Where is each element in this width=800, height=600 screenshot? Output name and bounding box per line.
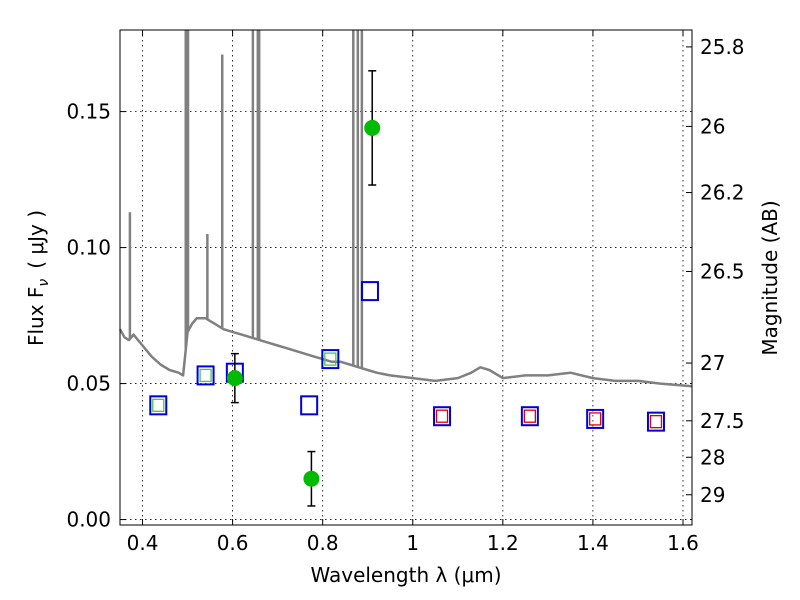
observed-point (226, 370, 243, 387)
y-tick-label: 0.00 (66, 508, 111, 532)
y2-tick-label: 25.8 (700, 35, 745, 59)
y-tick-label: 0.15 (66, 100, 111, 124)
x-tick-label: 1.6 (667, 531, 699, 555)
spectrum-layer (118, 30, 693, 388)
model-photometry-inner-green (324, 352, 337, 366)
x-axis-label: Wavelength λ (μm) (310, 563, 501, 587)
y2-tick-label: 27.5 (700, 409, 745, 433)
model-photometry-box (360, 281, 379, 302)
y-axis-label-units: ( μJy ) (24, 210, 48, 269)
y-axis-label-sub: ν (36, 279, 52, 287)
y2-tick-label: 29 (700, 483, 725, 507)
model-photometry-inner-red (649, 414, 663, 429)
observed-point (364, 119, 381, 136)
y2-tick-label: 26.5 (700, 259, 745, 283)
model-photometry-inner-red (589, 412, 602, 426)
x-tick-label: 0.4 (127, 531, 159, 555)
model-photometry-box (300, 395, 319, 416)
spectrum-line (118, 317, 693, 388)
x-tick-label: 1.4 (577, 531, 609, 555)
y2-tick-label: 27 (700, 351, 725, 375)
model-photometry-box (196, 365, 215, 386)
model-photometry-box (586, 408, 605, 429)
x-tick-label: 1 (406, 531, 419, 555)
tick-layer: 0.4 0.6 0.8 1 1.2 1.4 1.6 0.00 0.05 0.10 0.15 25.8 2… (66, 30, 745, 555)
model-photometry-box (149, 395, 168, 416)
y2-axis-label: Magnitude (AB) (758, 200, 782, 355)
observed-point (303, 470, 320, 487)
y2-tick-label: 26 (700, 114, 725, 138)
x-tick-label: 1.2 (487, 531, 519, 555)
x-tick-label: 0.8 (307, 531, 339, 555)
grid-layer (120, 30, 692, 525)
model-photometry-inner-red (523, 409, 537, 423)
y-tick-label: 0.05 (66, 372, 111, 396)
model-photometry-box (433, 406, 452, 427)
y-axis-label-main: Flux F (24, 287, 48, 346)
model-photometry-inner-green (199, 368, 212, 383)
x-tick-label: 0.6 (217, 531, 249, 555)
model-photometry-layer (149, 281, 665, 432)
y-tick-label: 0.10 (66, 236, 111, 260)
y2-tick-label: 28 (700, 445, 725, 469)
observed-photometry-layer (226, 70, 381, 507)
y-axis-label: Flux Fν ( μJy ) (24, 210, 52, 346)
model-photometry-box (646, 411, 665, 432)
model-photometry-inner-green (152, 398, 165, 412)
plot-frame (119, 29, 693, 526)
y2-tick-label: 26.2 (700, 181, 745, 205)
model-photometry-box (520, 406, 539, 427)
model-photometry-box (321, 349, 340, 370)
model-photometry-inner-red (435, 409, 449, 423)
